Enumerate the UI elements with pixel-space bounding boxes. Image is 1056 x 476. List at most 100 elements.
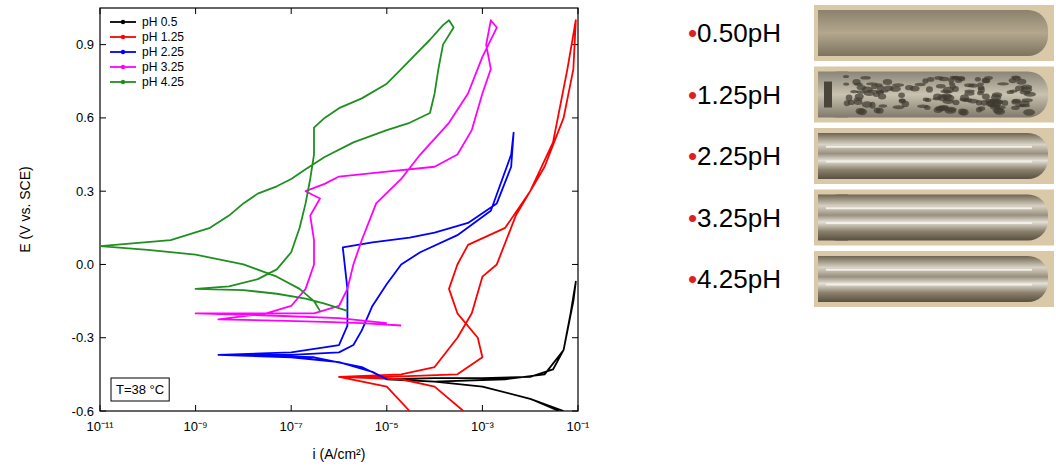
pit bbox=[952, 86, 959, 92]
sample-photo-end bbox=[818, 133, 848, 179]
x-tick-label: 10⁻¹¹ bbox=[86, 419, 114, 434]
legend-marker bbox=[121, 80, 125, 84]
photo-bg bbox=[814, 190, 1054, 246]
highlight bbox=[826, 161, 1032, 163]
pit bbox=[982, 78, 990, 83]
x-tick bbox=[386, 405, 387, 411]
y-tick bbox=[100, 117, 106, 118]
x-tick-label: 10⁻⁵ bbox=[375, 419, 399, 434]
pit bbox=[1011, 75, 1020, 78]
bullet: • bbox=[688, 18, 697, 48]
pit bbox=[843, 75, 849, 78]
y-tick-label: -0.6 bbox=[72, 404, 94, 419]
series-line bbox=[387, 282, 576, 411]
pit bbox=[953, 76, 960, 80]
y-tick bbox=[100, 337, 106, 338]
series-line bbox=[218, 133, 513, 380]
pit bbox=[869, 102, 875, 109]
pit bbox=[975, 77, 981, 82]
y-tick-label: 0.0 bbox=[76, 257, 94, 272]
x-tick-label: 10⁻³ bbox=[471, 419, 494, 434]
photo-bg bbox=[814, 128, 1054, 184]
pit bbox=[1021, 85, 1032, 90]
pit bbox=[846, 94, 853, 101]
pit bbox=[922, 78, 928, 84]
y-tick-label: 0.9 bbox=[76, 37, 94, 52]
legend-marker bbox=[121, 65, 125, 69]
x-tick-top bbox=[291, 8, 292, 14]
pit bbox=[866, 82, 878, 85]
pit bbox=[857, 85, 867, 90]
x-tick-label: 10⁻⁷ bbox=[280, 419, 303, 434]
pit bbox=[854, 98, 863, 102]
pit bbox=[945, 107, 957, 112]
photo-bg bbox=[814, 5, 1054, 61]
y-tick-label: 0.6 bbox=[76, 110, 94, 125]
pit bbox=[843, 82, 849, 85]
sample-label: •1.25pH bbox=[688, 80, 781, 110]
highlight bbox=[826, 207, 1032, 209]
legend-label: pH 0.5 bbox=[142, 15, 178, 29]
pit bbox=[898, 93, 905, 98]
bullet: • bbox=[688, 203, 697, 233]
pit bbox=[1019, 100, 1030, 106]
pit bbox=[933, 93, 942, 99]
y-tick-right bbox=[572, 264, 578, 265]
pit bbox=[893, 105, 905, 109]
y-tick-right bbox=[572, 117, 578, 118]
sample-photo-end bbox=[818, 72, 848, 118]
pit bbox=[960, 98, 969, 102]
bullet: • bbox=[688, 264, 697, 294]
x-tick bbox=[100, 405, 101, 411]
pit bbox=[977, 91, 984, 95]
legend-marker bbox=[121, 20, 125, 24]
y-axis-label: E (V vs. SCE) bbox=[17, 166, 33, 252]
pit bbox=[994, 108, 1005, 115]
x-tick-top bbox=[482, 8, 483, 14]
pit bbox=[936, 84, 946, 88]
pit bbox=[982, 78, 990, 83]
pit bbox=[899, 99, 906, 104]
pit bbox=[1002, 100, 1008, 106]
series-line bbox=[100, 20, 454, 311]
y-tick bbox=[100, 44, 106, 45]
x-tick bbox=[482, 405, 483, 411]
photo-bg bbox=[814, 67, 1054, 123]
label-text: 3.25pH bbox=[697, 203, 781, 233]
label-text: 2.25pH bbox=[697, 141, 781, 171]
series-line bbox=[339, 20, 576, 411]
annotation-box bbox=[111, 378, 169, 401]
pit bbox=[1007, 90, 1015, 94]
pit bbox=[850, 90, 858, 93]
legend-label: pH 2.25 bbox=[142, 45, 184, 59]
chart: -0.6-0.30.00.30.60.910⁻¹¹10⁻⁹10⁻⁷10⁻⁵10⁻… bbox=[0, 0, 1056, 476]
legend-label: pH 1.25 bbox=[142, 30, 184, 44]
sample-photo-end bbox=[818, 195, 848, 241]
y-tick bbox=[100, 191, 106, 192]
legend-marker bbox=[121, 50, 125, 54]
highlight bbox=[826, 222, 1032, 224]
label-text: 1.25pH bbox=[697, 80, 781, 110]
pit bbox=[992, 99, 1003, 104]
bullet: • bbox=[688, 141, 697, 171]
series-line bbox=[196, 20, 497, 325]
y-tick-right bbox=[572, 191, 578, 192]
x-tick-top bbox=[386, 8, 387, 14]
sample-photo bbox=[818, 256, 1048, 302]
pit bbox=[856, 108, 865, 114]
pit bbox=[965, 90, 975, 93]
x-tick bbox=[578, 405, 579, 411]
label-text: 0.50pH bbox=[697, 18, 781, 48]
pit bbox=[944, 108, 956, 114]
y-tick-label: -0.3 bbox=[72, 330, 94, 345]
y-tick-right bbox=[572, 411, 578, 412]
highlight bbox=[826, 269, 1032, 271]
pit bbox=[997, 82, 1009, 85]
y-tick-label: 0.3 bbox=[76, 184, 94, 199]
x-tick bbox=[291, 405, 292, 411]
pit bbox=[960, 109, 969, 116]
pit bbox=[860, 76, 870, 80]
legend-marker bbox=[121, 35, 125, 39]
pit bbox=[883, 79, 892, 85]
pit bbox=[1020, 91, 1031, 95]
